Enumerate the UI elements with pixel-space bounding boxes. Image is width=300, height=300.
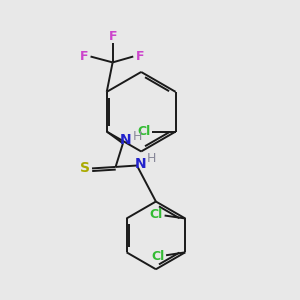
Text: N: N <box>120 134 132 147</box>
Text: Cl: Cl <box>150 208 163 221</box>
Text: S: S <box>80 161 90 175</box>
Text: F: F <box>80 50 88 63</box>
Text: H: H <box>147 152 157 166</box>
Text: Cl: Cl <box>137 125 150 138</box>
Text: F: F <box>108 30 117 43</box>
Text: F: F <box>136 50 144 63</box>
Text: Cl: Cl <box>151 250 164 262</box>
Text: H: H <box>132 130 142 143</box>
Text: N: N <box>135 157 146 171</box>
